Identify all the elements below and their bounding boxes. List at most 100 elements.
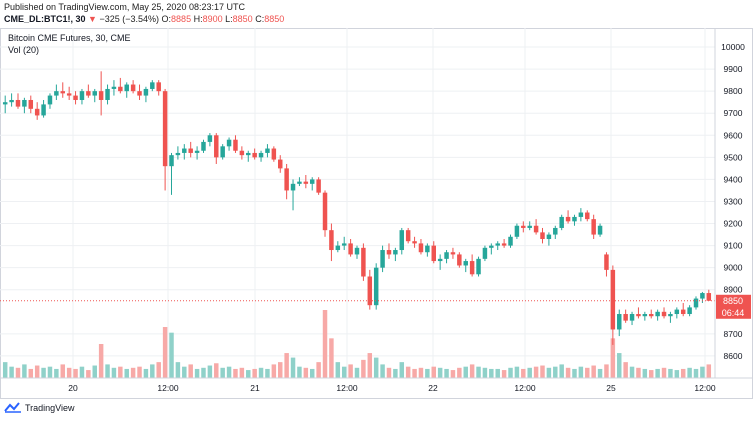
candle-body	[162, 91, 168, 167]
candle-body	[399, 230, 405, 251]
candle-body	[585, 212, 590, 220]
time-tick-label: 20	[68, 383, 78, 393]
volume-bar	[220, 367, 225, 378]
volume-bar	[201, 367, 206, 378]
candle-body	[373, 267, 379, 306]
candle-body	[700, 293, 705, 299]
price-tick-label: 9200	[724, 219, 743, 229]
chart-frame[interactable]: 10000 9900 9800 9700 9600 9500 9400 9300 9200 910…	[0, 28, 753, 399]
legend-volume: Vol (20)	[8, 45, 39, 55]
volume-bar	[162, 327, 168, 378]
time-tick-label: 12:00	[336, 383, 358, 393]
volume-bar	[137, 366, 142, 378]
candle-body	[463, 261, 468, 266]
candle-body	[578, 212, 584, 217]
candle-body	[207, 135, 213, 142]
volume-bar	[54, 368, 59, 378]
volume-bar	[489, 368, 494, 378]
grid	[0, 28, 715, 378]
volume-bar	[623, 362, 628, 378]
candle-body	[527, 225, 532, 228]
candle-body	[597, 225, 603, 235]
volume-bar	[437, 367, 443, 378]
time-tick-label: 21	[250, 383, 260, 393]
volume-bar	[214, 363, 219, 378]
candle-body	[648, 314, 654, 317]
price-tick-label: 9000	[724, 263, 743, 273]
candle-body	[565, 216, 571, 222]
candle-body	[553, 227, 558, 235]
volume-bar	[476, 366, 481, 378]
candle-body	[233, 139, 238, 151]
candle-body	[188, 148, 193, 153]
price-axis[interactable]: 10000 9900 9800 9700 9600 9500 9400 9300 9200 910…	[721, 42, 745, 361]
volume-bar	[265, 368, 270, 378]
candle-body	[655, 311, 660, 317]
volume-bar	[348, 364, 353, 378]
volume-bar	[508, 367, 513, 378]
candle-body	[617, 314, 622, 330]
candle-body	[182, 148, 187, 153]
candle-body	[469, 261, 475, 275]
volume-bar	[648, 370, 654, 378]
volume-bar	[373, 357, 379, 378]
candle-body	[130, 84, 136, 92]
candle-body	[380, 250, 385, 268]
candle-body	[623, 314, 628, 321]
volume-bar	[469, 364, 475, 378]
candle-body	[489, 245, 494, 248]
volume-bar	[418, 367, 424, 378]
volume-bar	[233, 368, 238, 378]
volume-bar	[290, 357, 296, 378]
volume-bar	[553, 366, 558, 378]
close-value: 8850	[264, 14, 285, 24]
volume-bar	[284, 353, 289, 378]
candle-body	[457, 254, 462, 266]
candle-body	[514, 225, 520, 237]
candle-body	[482, 247, 488, 259]
candle-body	[476, 258, 481, 275]
candle-body	[629, 314, 635, 321]
volume-bar	[118, 366, 123, 378]
volume-bar	[246, 370, 251, 378]
volume-bar	[680, 368, 686, 378]
price-tag: 8850 06:44	[716, 294, 751, 319]
volume-bar	[463, 366, 468, 378]
candle-body	[156, 82, 161, 92]
candle-body	[92, 91, 97, 96]
candle-body	[265, 148, 270, 153]
candle-body	[444, 252, 449, 259]
time-tick-label: 12:00	[514, 383, 536, 393]
time-axis[interactable]: 20 12:00 21 12:00 22 12:00 25 12:00	[68, 383, 716, 393]
candle-body	[118, 86, 123, 92]
volume-bar	[636, 367, 641, 378]
volume-bar	[457, 367, 462, 378]
volume-bar	[521, 368, 526, 378]
volume-bar	[533, 366, 539, 378]
volume-bar	[66, 367, 72, 378]
candle-body	[680, 309, 686, 315]
volume-bar	[674, 370, 680, 378]
footer-brand[interactable]: TradingView	[4, 402, 75, 413]
volume-bar	[105, 364, 110, 378]
volume-bar	[329, 338, 334, 378]
volume-bar	[540, 365, 545, 378]
volume-bar	[252, 368, 257, 378]
volume-bar	[514, 366, 520, 378]
price-chart[interactable]: 10000 9900 9800 9700 9600 9500 9400 9300 9200 910…	[0, 28, 753, 399]
volume-bar	[150, 364, 155, 378]
candle-body	[297, 181, 302, 184]
price-tick-label: 9400	[724, 174, 743, 184]
candle-body	[86, 91, 91, 96]
volume-bar	[706, 364, 712, 378]
candle-body	[322, 192, 328, 231]
volume-bar	[207, 365, 213, 378]
price-tick-label: 9800	[724, 86, 743, 96]
volume-bar	[693, 368, 699, 378]
volume-bar	[604, 364, 609, 378]
volume-bar	[124, 368, 129, 378]
candle-body	[661, 311, 667, 317]
volume-bar	[578, 366, 584, 378]
volume-bar	[655, 368, 660, 378]
volume-bar	[617, 353, 622, 378]
